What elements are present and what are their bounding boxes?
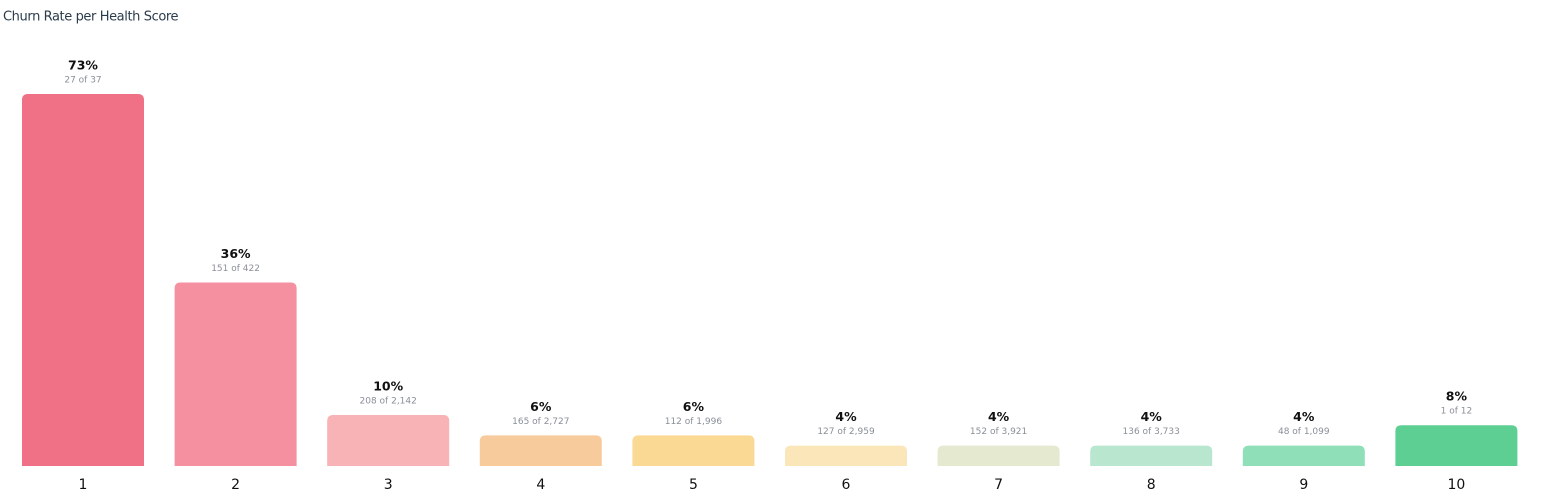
count-label: 208 of 2,142	[360, 397, 417, 407]
x-tick-label: 8	[1147, 477, 1156, 493]
bar	[937, 445, 1060, 466]
value-label: 4%	[988, 409, 1010, 424]
value-label: 6%	[530, 399, 552, 414]
chart-title: Churn Rate per Health Score	[3, 10, 179, 25]
x-tick-label: 10	[1447, 477, 1465, 493]
value-label: 4%	[1141, 409, 1163, 424]
count-label: 136 of 3,733	[1123, 427, 1180, 437]
value-label: 73%	[68, 58, 98, 73]
x-tick-label: 3	[384, 477, 393, 493]
count-label: 165 of 2,727	[512, 417, 569, 427]
bar	[22, 94, 144, 466]
bar	[327, 415, 450, 466]
value-label: 4%	[1293, 409, 1315, 424]
count-label: 1 of 12	[1441, 407, 1473, 417]
count-label: 151 of 422	[211, 264, 260, 274]
bar	[632, 435, 755, 466]
count-label: 27 of 37	[64, 76, 101, 86]
x-tick-label: 7	[994, 477, 1003, 493]
x-tick-label: 5	[689, 477, 698, 493]
x-tick-label: 2	[231, 477, 240, 493]
bar	[785, 445, 907, 466]
count-label: 112 of 1,996	[665, 417, 723, 427]
bar	[174, 282, 297, 466]
value-label: 4%	[835, 409, 857, 424]
value-label: 8%	[1446, 389, 1468, 404]
bar	[1242, 445, 1365, 466]
count-label: 127 of 2,959	[817, 427, 875, 437]
bar	[1395, 425, 1518, 466]
x-tick-label: 4	[536, 477, 545, 493]
count-label: 152 of 3,921	[970, 427, 1027, 437]
x-tick-label: 1	[79, 477, 88, 493]
count-label: 48 of 1,099	[1278, 427, 1330, 437]
bar	[479, 435, 602, 466]
x-tick-label: 6	[842, 477, 851, 493]
bar	[1090, 445, 1213, 466]
value-label: 36%	[221, 246, 251, 261]
value-label: 10%	[373, 379, 403, 394]
x-tick-label: 9	[1299, 477, 1308, 493]
value-label: 6%	[683, 399, 705, 414]
